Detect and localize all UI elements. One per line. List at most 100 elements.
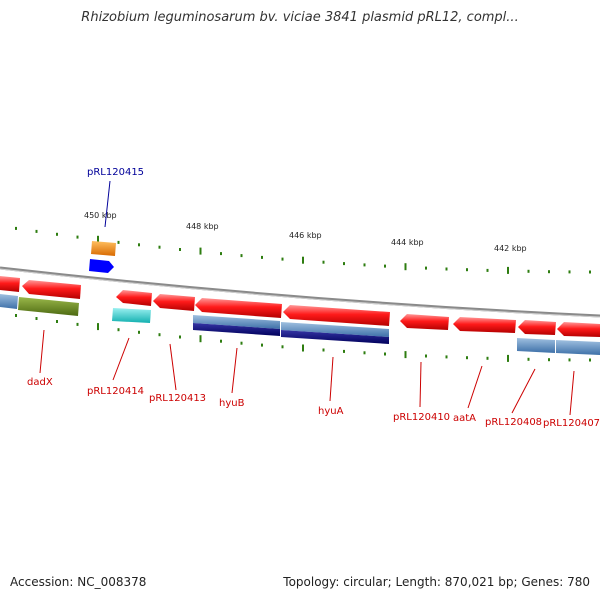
topology-summary: Topology: circular; Length: 870,021 bp; …	[283, 575, 590, 589]
gene-label-pRL120413[interactable]: pRL120413	[149, 393, 206, 404]
map-title: Rhizobium leguminosarum bv. viciae 3841 …	[81, 10, 519, 25]
feature-red-pRL120413[interactable]	[153, 294, 195, 311]
minor-tick	[589, 270, 591, 274]
feature-red-hyuA[interactable]	[283, 305, 390, 326]
minor-tick	[56, 320, 58, 323]
feature-olive[interactable]	[18, 297, 79, 316]
gene-label-hyuA[interactable]: hyuA	[318, 406, 344, 417]
minor-tick	[35, 229, 38, 233]
minor-tick	[117, 240, 120, 244]
feature-red-pRL120414[interactable]	[116, 290, 152, 306]
major-tick	[97, 323, 99, 331]
feature-orange[interactable]	[91, 241, 116, 256]
gene-label-aatA[interactable]: aatA	[453, 413, 476, 424]
gene-label-pRL120407[interactable]: pRL120407	[543, 418, 600, 429]
accession-text: Accession: NC_008378	[10, 575, 147, 589]
minor-tick	[486, 356, 489, 360]
major-tick	[199, 335, 202, 343]
minor-tick	[466, 268, 468, 272]
minor-tick	[384, 264, 386, 268]
minor-tick	[343, 349, 345, 353]
minor-tick	[548, 270, 550, 274]
kbp-label-450: 450 kbp	[84, 211, 117, 220]
feature-blue-hyuA[interactable]	[281, 322, 389, 337]
feature-red-pRL120408[interactable]	[518, 320, 556, 335]
feature-blue-left[interactable]	[0, 294, 18, 309]
minor-tick	[220, 252, 222, 256]
minor-tick	[445, 355, 448, 359]
feature-blue-hyuB[interactable]	[193, 315, 280, 329]
gene-label-pRL120408[interactable]: pRL120408	[485, 417, 542, 428]
gene-label-dadX[interactable]: dadX	[27, 377, 53, 388]
feature-red-pRL120407[interactable]	[557, 322, 600, 337]
minor-tick	[425, 354, 427, 358]
minor-tick	[76, 235, 79, 239]
minor-tick	[76, 322, 79, 326]
feature-navy-hyuB[interactable]	[193, 323, 280, 336]
feature-blue-selected[interactable]	[89, 259, 114, 273]
major-tick	[302, 256, 304, 264]
minor-tick	[548, 358, 550, 362]
feature-red-hyuB[interactable]	[195, 298, 282, 318]
minor-tick	[138, 243, 140, 247]
leader-lines	[39, 329, 575, 416]
kbp-label-442: 442 kbp	[494, 244, 527, 253]
minor-tick	[158, 333, 161, 337]
feature-blue-pRL120407[interactable]	[556, 340, 600, 355]
gene-label-hyuB[interactable]: hyuB	[219, 398, 245, 409]
inner-tick-row	[15, 314, 591, 362]
feature-red-edge[interactable]	[0, 276, 20, 292]
minor-tick	[568, 358, 571, 362]
major-tick	[199, 247, 202, 255]
major-tick	[404, 351, 407, 359]
feature-navy-hyuA[interactable]	[281, 330, 389, 344]
feature-cyan[interactable]	[112, 308, 151, 323]
minor-tick	[179, 335, 181, 339]
minor-tick	[117, 328, 120, 332]
major-tick	[507, 354, 509, 362]
minor-tick	[240, 254, 243, 258]
feature-blue-pRL120408[interactable]	[517, 338, 555, 353]
major-tick	[404, 263, 407, 271]
minor-tick	[322, 260, 325, 264]
minor-tick	[527, 269, 530, 273]
major-tick	[97, 235, 99, 243]
minor-tick	[568, 270, 571, 274]
major-tick	[507, 266, 509, 274]
minor-tick	[261, 343, 263, 347]
outer-tick-row	[15, 226, 591, 274]
minor-tick	[138, 330, 140, 334]
minor-tick	[363, 351, 366, 355]
minor-tick	[281, 257, 284, 261]
minor-tick	[425, 266, 427, 270]
backbone-arc	[0, 266, 600, 318]
feature-red-aatA[interactable]	[453, 317, 516, 333]
feature-red-pRL120410[interactable]	[400, 314, 449, 330]
minor-tick	[179, 248, 181, 251]
kbp-label-444: 444 kbp	[391, 238, 424, 247]
minor-tick	[384, 352, 386, 356]
minor-tick	[527, 357, 530, 361]
minor-tick	[281, 345, 284, 349]
minor-tick	[466, 356, 468, 360]
kbp-label-448: 448 kbp	[186, 222, 219, 231]
minor-tick	[15, 226, 17, 230]
minor-tick	[158, 245, 161, 249]
minor-tick	[486, 268, 489, 272]
minor-tick	[589, 358, 591, 362]
feature-red-dadX[interactable]	[22, 280, 81, 299]
minor-tick	[445, 267, 448, 271]
minor-tick	[363, 263, 366, 267]
kbp-label-446: 446 kbp	[289, 231, 322, 240]
gene-label-pRL120414[interactable]: pRL120414	[87, 386, 144, 397]
minor-tick	[240, 341, 243, 345]
gene-label-pRL120410[interactable]: pRL120410	[393, 412, 450, 423]
gene-label-pRL120415[interactable]: pRL120415	[87, 167, 144, 178]
minor-tick	[343, 262, 345, 266]
minor-tick	[15, 314, 17, 317]
minor-tick	[322, 348, 325, 352]
minor-tick	[261, 255, 263, 259]
minor-tick	[56, 232, 58, 236]
